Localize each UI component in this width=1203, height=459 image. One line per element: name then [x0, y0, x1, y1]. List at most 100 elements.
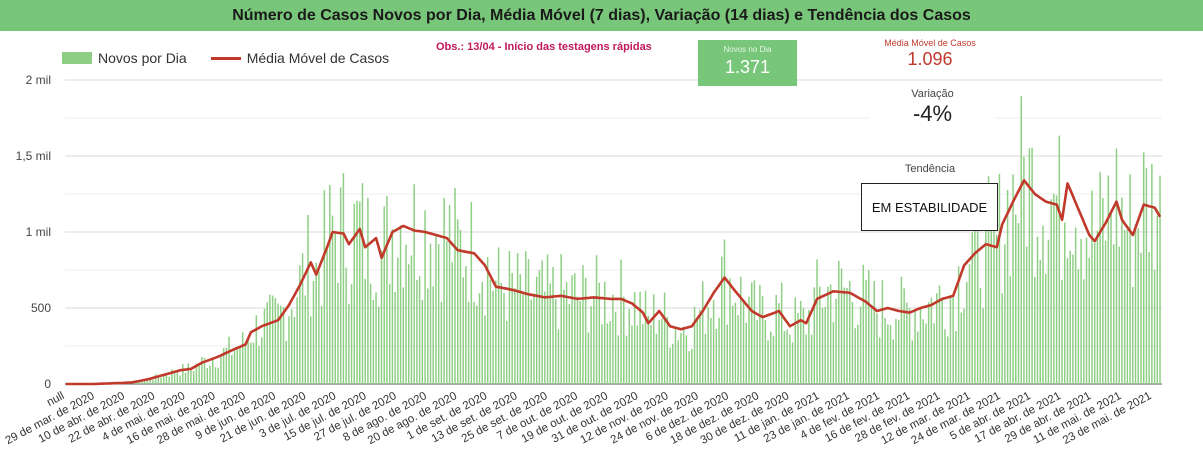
daily-bar [846, 287, 848, 384]
daily-bar [486, 257, 489, 384]
kpi-variation: Variação -4% [870, 88, 995, 132]
daily-bar [383, 206, 385, 384]
daily-bar [171, 369, 173, 384]
daily-bar [399, 225, 402, 384]
daily-bar [1159, 175, 1161, 384]
daily-bar [478, 293, 481, 384]
daily-bar [993, 210, 995, 384]
daily-bar [342, 173, 345, 384]
legend-line-label: Média Móvel de Casos [246, 50, 390, 66]
daily-bar [470, 201, 473, 384]
daily-bar [315, 262, 317, 384]
daily-bar [516, 253, 519, 384]
daily-bar [1099, 171, 1101, 384]
y-tick-label: 1 mil [26, 225, 51, 239]
daily-bar [917, 331, 919, 384]
legend-item-bars[interactable]: Novos por Dia [62, 50, 187, 66]
daily-bar [372, 299, 375, 384]
daily-bar [813, 287, 816, 384]
daily-bar [152, 379, 154, 384]
daily-bar [1153, 269, 1156, 384]
daily-bar [1017, 223, 1020, 384]
daily-bar [1113, 244, 1115, 384]
daily-bar [584, 277, 587, 384]
daily-bar [1083, 279, 1085, 384]
daily-bar [296, 297, 298, 384]
daily-bar [655, 333, 658, 384]
daily-bar [658, 320, 660, 384]
daily-bar [799, 300, 802, 384]
daily-bar [263, 308, 266, 384]
daily-bar [388, 283, 391, 384]
daily-bar [228, 336, 230, 384]
daily-bar [843, 287, 846, 384]
daily-bar [946, 336, 949, 384]
daily-bar [661, 318, 663, 384]
kpi-new-cases-value: 1.371 [724, 57, 771, 77]
daily-bar [1115, 148, 1118, 384]
daily-bar [544, 291, 546, 384]
daily-bar [639, 291, 641, 384]
daily-bar [176, 372, 179, 384]
daily-bar [1085, 237, 1088, 384]
daily-bar [269, 294, 271, 384]
daily-bar [165, 375, 168, 384]
daily-bar [1091, 190, 1093, 384]
daily-bar [827, 286, 829, 384]
legend-item-line[interactable]: Média Móvel de Casos [210, 50, 390, 66]
daily-bar [925, 323, 927, 384]
daily-bar [500, 282, 503, 384]
daily-bar [775, 294, 777, 384]
daily-bar [367, 197, 369, 384]
daily-bar [590, 306, 592, 384]
daily-bar [691, 348, 693, 384]
daily-bar [538, 270, 541, 384]
daily-bar [652, 294, 655, 384]
daily-bar [900, 276, 903, 384]
daily-bar [209, 365, 211, 384]
daily-bar [138, 381, 140, 384]
daily-bar [1140, 252, 1142, 384]
daily-bar [465, 266, 467, 384]
daily-bar [437, 244, 440, 384]
daily-bar [966, 281, 968, 384]
daily-bar [1137, 228, 1139, 384]
daily-bar [481, 281, 483, 384]
daily-bar [277, 303, 279, 384]
legend-line-swatch [210, 56, 241, 60]
daily-bar [952, 297, 954, 384]
daily-bar [955, 330, 957, 384]
daily-bar [808, 310, 810, 384]
daily-bar [571, 275, 573, 384]
daily-bar [620, 259, 622, 384]
daily-bar [598, 282, 601, 384]
moving-average-line [65, 179, 1162, 386]
daily-bar [280, 305, 282, 384]
daily-bar [666, 316, 669, 384]
daily-bar [429, 243, 432, 384]
daily-bar [378, 306, 380, 384]
daily-bar [960, 312, 963, 384]
daily-bar [761, 296, 764, 384]
chart-title-bar: Número de Casos Novos por Dia, Média Móv… [0, 0, 1203, 31]
daily-bar [443, 197, 445, 384]
daily-bar [565, 282, 568, 384]
daily-bar [266, 302, 268, 384]
daily-bar [933, 323, 935, 384]
kpi-moving-average-label: Média Móvel de Casos [884, 38, 976, 48]
daily-bar [448, 205, 451, 384]
daily-bar [778, 303, 780, 384]
daily-bar [772, 335, 775, 384]
daily-bar [1132, 286, 1134, 384]
daily-bar [1004, 244, 1006, 384]
daily-bar [1148, 252, 1150, 384]
daily-bar [797, 313, 799, 384]
daily-bar [821, 308, 824, 384]
daily-bar [1134, 224, 1137, 384]
daily-bar [301, 253, 304, 384]
daily-bar [364, 278, 366, 384]
daily-bar [914, 311, 916, 384]
daily-bar [503, 292, 505, 384]
daily-bar [1023, 156, 1025, 384]
